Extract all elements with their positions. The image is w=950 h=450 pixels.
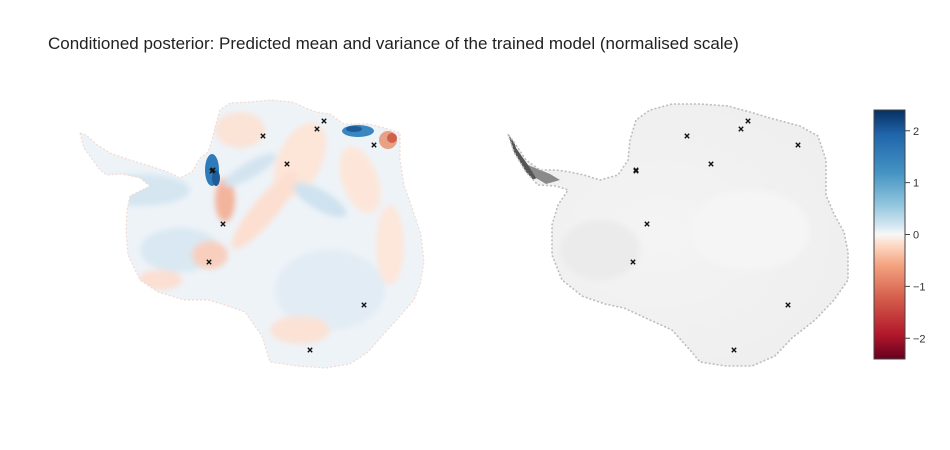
- variance-observation-marker: [738, 126, 744, 132]
- variance-observation-marker: [633, 167, 639, 173]
- variance-high-region: [508, 134, 542, 180]
- variance-observation-marker: [785, 302, 791, 308]
- mean-observation-marker: [321, 118, 327, 124]
- colorbar-tick-label: 1: [913, 178, 919, 190]
- colorbar-ticks: 2 1 0 −1 −2: [905, 126, 926, 345]
- mean-observation-marker: [307, 347, 313, 353]
- variance-observation-marker: [745, 118, 751, 124]
- mean-observation-marker: [206, 259, 212, 265]
- variance-observation-marker: [795, 142, 801, 148]
- mean-coastline: [79, 99, 425, 369]
- colorbar-tick-label: 0: [913, 230, 919, 242]
- mean-observation-marker: [371, 142, 377, 148]
- mean-observation-marker: [361, 302, 367, 308]
- colorbar: 2 1 0 −1 −2: [873, 109, 926, 360]
- variance-observation-markers: [630, 118, 801, 353]
- variance-observation-marker: [708, 161, 714, 167]
- mean-observation-marker: [260, 133, 266, 139]
- mean-heatmap: [80, 100, 424, 368]
- variance-observation-marker: [684, 133, 690, 139]
- colorbar-tick-label: −1: [913, 281, 926, 293]
- chart-title: Conditioned posterior: Predicted mean an…: [48, 34, 739, 53]
- variance-observation-marker: [633, 168, 639, 174]
- colorbar-tick-label: −2: [913, 333, 926, 345]
- variance-observation-marker: [644, 221, 650, 227]
- mean-observation-markers: [206, 118, 377, 353]
- mean-observation-marker: [314, 126, 320, 132]
- mean-panel: [79, 99, 425, 369]
- mean-observation-marker: [220, 221, 226, 227]
- variance-observation-marker: [731, 347, 737, 353]
- colorbar-tick-label: 2: [913, 126, 919, 138]
- variance-panel: [507, 103, 849, 367]
- colorbar-gradient: [873, 109, 906, 360]
- variance-heatmap: [508, 104, 848, 366]
- variance-observation-marker: [630, 259, 636, 265]
- mean-observation-marker: [210, 167, 216, 173]
- mean-observation-marker: [284, 161, 290, 167]
